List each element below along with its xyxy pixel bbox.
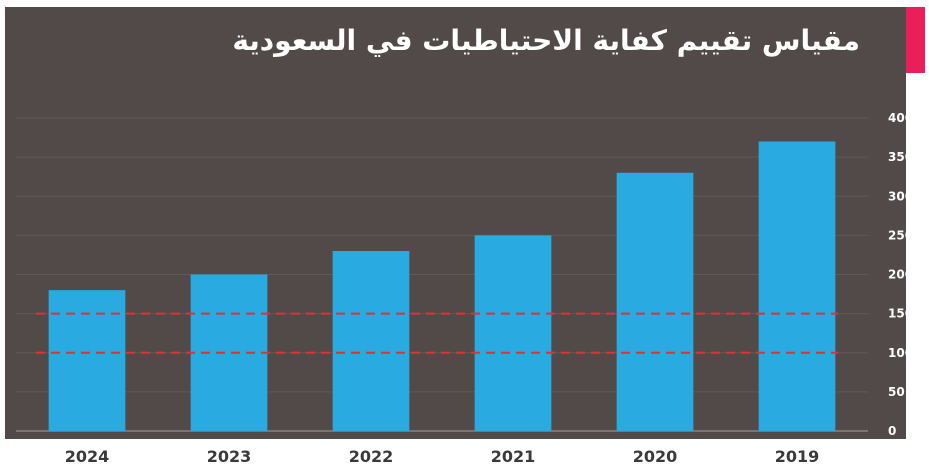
- y-tick-label-150: 150: [888, 307, 913, 321]
- bar-2020: [616, 172, 694, 431]
- y-tick-label-250: 250: [888, 228, 913, 242]
- x-axis-labels: 2024 2023 2022 2021 2020 2019: [65, 447, 820, 466]
- y-tick-label-300: 300: [888, 189, 913, 203]
- bars: [48, 141, 836, 431]
- y-tick-label-50: 50: [888, 385, 905, 399]
- bar-2024: [48, 290, 126, 431]
- chart-title: مقياس تقييم كفاية الاحتياطيات في السعودي…: [232, 24, 860, 57]
- y-tick-label-400: 400: [888, 111, 913, 125]
- y-tick-label-0: 0: [888, 424, 896, 438]
- x-tick-label-2020: 2020: [633, 447, 678, 466]
- x-tick-label-2021: 2021: [491, 447, 536, 466]
- y-axis-labels: 0 50 100 150 200 250 300 350 400: [888, 111, 913, 438]
- reference-lines: [36, 312, 838, 354]
- chart-background: [5, 7, 906, 439]
- y-tick-label-200: 200: [888, 268, 913, 282]
- y-tick-label-100: 100: [888, 346, 913, 360]
- y-tick-label-350: 350: [888, 150, 913, 164]
- accent-tab: [906, 7, 925, 73]
- x-tick-label-2024: 2024: [65, 447, 110, 466]
- x-tick-label-2019: 2019: [775, 447, 820, 466]
- x-tick-label-2023: 2023: [207, 447, 252, 466]
- bar-2021: [474, 235, 552, 431]
- bar-2019: [758, 141, 836, 431]
- x-tick-label-2022: 2022: [349, 447, 394, 466]
- gridlines: [16, 117, 868, 432]
- bar-2022: [332, 251, 410, 431]
